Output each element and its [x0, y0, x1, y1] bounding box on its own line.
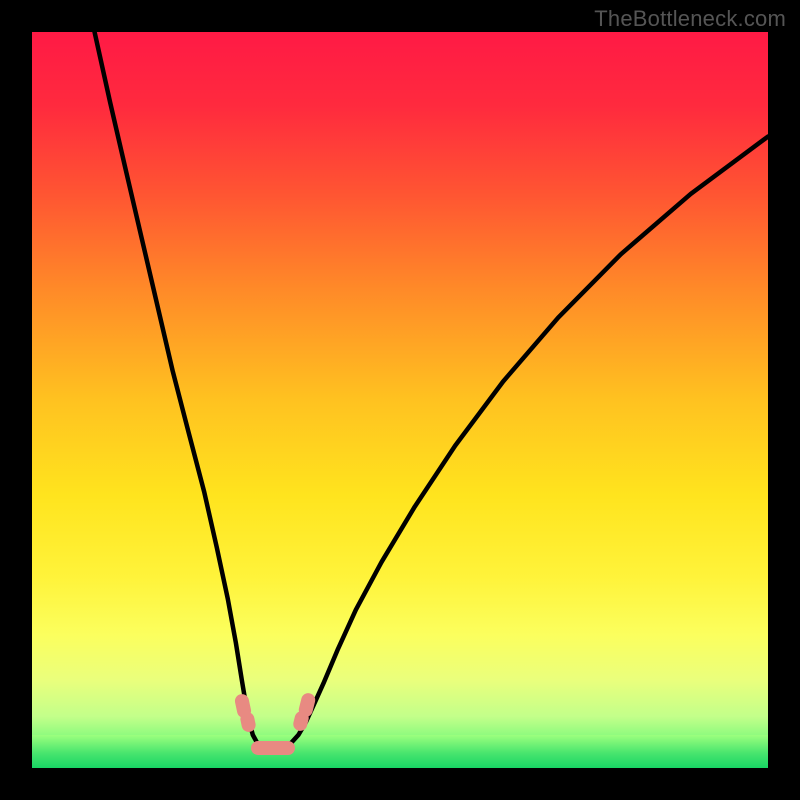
bottleneck-curve — [95, 32, 768, 749]
curve-layer — [32, 32, 768, 768]
watermark-text: TheBottleneck.com — [594, 6, 786, 32]
plot-area — [32, 32, 768, 768]
curve-marker-2 — [251, 741, 295, 755]
chart-stage: TheBottleneck.com — [0, 0, 800, 800]
